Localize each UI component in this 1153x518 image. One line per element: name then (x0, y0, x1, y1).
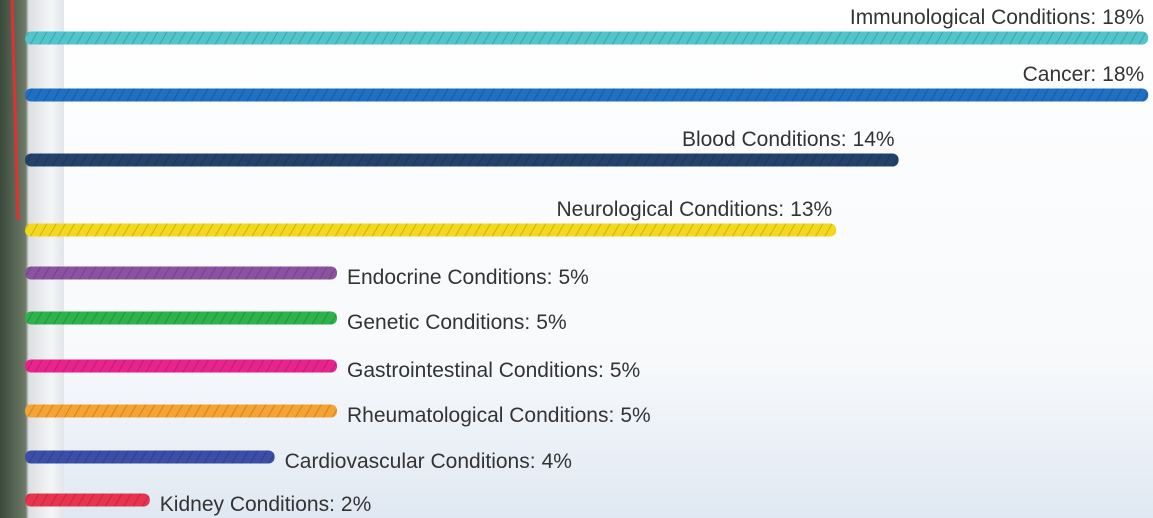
bar-texture (25, 494, 150, 507)
chart: Immunological Conditions:18%Cancer:18%Bl… (0, 0, 1153, 518)
bar-texture (25, 267, 337, 280)
value-label: 18% (1102, 63, 1144, 86)
value-label: 4% (542, 450, 572, 473)
bar-texture (25, 312, 337, 325)
bar-texture (25, 89, 1148, 102)
category-label: Blood Conditions: (682, 128, 847, 151)
category-label: Cardiovascular Conditions: (285, 450, 536, 473)
category-label: Neurological Conditions: (557, 198, 785, 221)
bar-label: Rheumatological Conditions: 5% (347, 404, 651, 427)
category-label: Immunological Conditions: (850, 6, 1096, 29)
bar-texture (25, 32, 1148, 45)
value-label: 14% (853, 128, 895, 151)
category-label: Genetic Conditions: (347, 311, 530, 334)
background (0, 0, 1153, 518)
bar-texture (25, 224, 836, 237)
value-label: 2% (341, 493, 371, 516)
bar-texture (25, 405, 337, 418)
bar-texture (25, 154, 899, 167)
bar-label: Cardiovascular Conditions: 4% (285, 450, 572, 473)
value-label: 5% (536, 311, 566, 334)
bar-label: Gastrointestinal Conditions: 5% (347, 359, 640, 382)
category-label: Gastrointestinal Conditions: (347, 359, 604, 382)
bar-label: Neurological Conditions:13% (557, 198, 833, 221)
value-label: 5% (558, 266, 588, 289)
category-label: Cancer: (1023, 63, 1097, 86)
value-label: 5% (620, 404, 650, 427)
bar-label: Cancer:18% (1023, 63, 1145, 86)
value-label: 13% (790, 198, 832, 221)
value-label: 5% (610, 359, 640, 382)
category-label: Rheumatological Conditions: (347, 404, 614, 427)
bar-texture (25, 451, 275, 464)
value-label: 18% (1102, 6, 1144, 29)
category-label: Endocrine Conditions: (347, 266, 552, 289)
category-label: Kidney Conditions: (160, 493, 335, 516)
bar-label: Blood Conditions: 14% (682, 128, 895, 151)
bar-texture (25, 360, 337, 373)
post (0, 0, 64, 518)
